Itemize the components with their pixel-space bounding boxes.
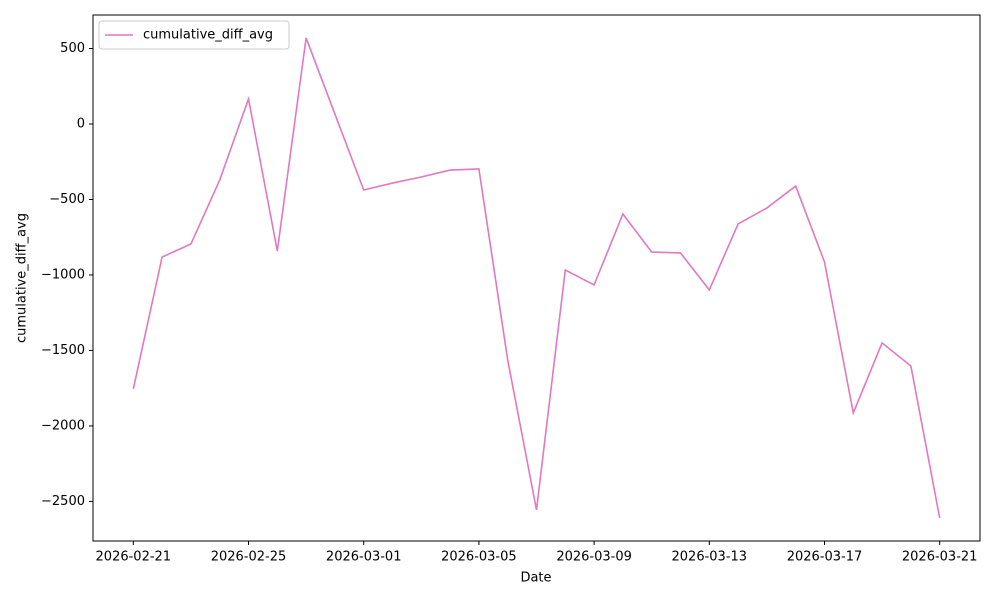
y-tick-label: −1000 xyxy=(41,267,85,282)
x-tick-label: 2026-03-01 xyxy=(326,550,402,565)
y-axis-label: cumulative_diff_avg xyxy=(15,213,30,343)
x-tick-label: 2026-02-21 xyxy=(96,550,172,565)
y-tick-label: 0 xyxy=(77,117,85,132)
y-tick-label: −500 xyxy=(49,192,85,207)
plot-frame xyxy=(92,14,981,542)
y-tick-label: 500 xyxy=(60,41,85,56)
x-tick-label: 2026-03-09 xyxy=(556,550,632,565)
x-axis-label: Date xyxy=(520,571,551,586)
y-tick-label: −1500 xyxy=(41,343,85,358)
legend-box xyxy=(98,20,290,50)
x-tick-label: 2026-03-13 xyxy=(672,550,748,565)
x-tick-label: 2026-03-05 xyxy=(441,550,517,565)
line xyxy=(132,37,941,519)
legend-label: cumulative_diff_avg xyxy=(143,28,273,43)
y-tick-label: −2500 xyxy=(41,494,85,509)
x-tick-label: 2026-03-21 xyxy=(902,550,978,565)
x-tick-label: 2026-03-17 xyxy=(787,550,863,565)
y-tick-label: −2000 xyxy=(41,418,85,433)
x-tick-label: 2026-02-25 xyxy=(211,550,287,565)
